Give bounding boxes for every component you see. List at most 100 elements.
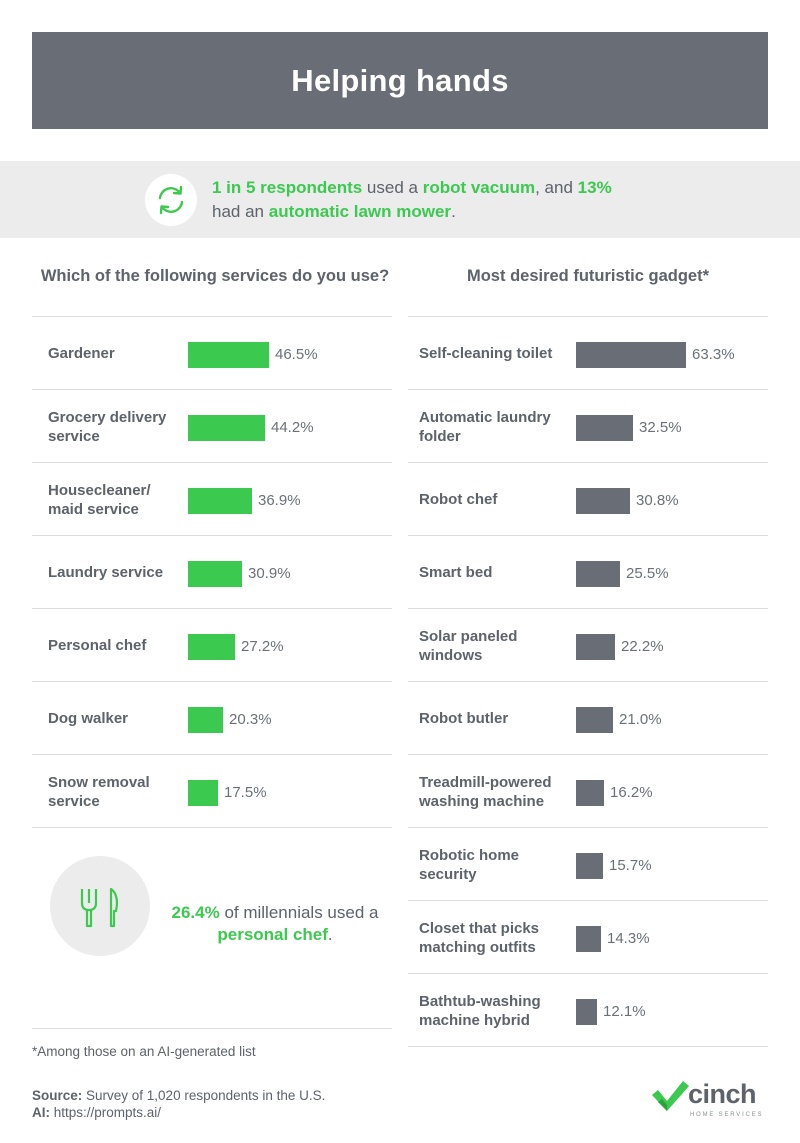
highlight-percent: 13%: [577, 178, 612, 197]
services-row: Dog walker 20.3%: [32, 681, 392, 754]
highlight-text-segment: .: [451, 202, 456, 221]
services-bar: [188, 707, 223, 733]
services-row: Housecleaner/ maid service 36.9%: [32, 462, 392, 535]
millennial-callout: 26.4% of millennials used a personal che…: [170, 902, 380, 946]
gadget-row: Bathtub-washing machine hybrid 12.1%: [408, 973, 768, 1046]
gadget-bar: [576, 634, 615, 660]
services-value-label: 20.3%: [229, 711, 272, 728]
footnote: *Among those on an AI-generated list: [32, 1044, 256, 1059]
source-text: Survey of 1,020 respondents in the U.S.: [82, 1088, 326, 1103]
services-bottom-line: [32, 827, 392, 828]
services-label: Personal chef: [48, 637, 147, 654]
source-note: Source: Survey of 1,020 respondents in t…: [32, 1087, 325, 1121]
gadget-label: Robot chef: [419, 491, 498, 508]
gadget-value-label: 12.1%: [603, 1003, 646, 1020]
services-row: Personal chef 27.2%: [32, 608, 392, 681]
services-label: Snow removal service: [48, 773, 150, 810]
ai-source-text: https://prompts.ai/: [50, 1105, 162, 1120]
refresh-icon: [145, 174, 197, 226]
millennial-text-segment: .: [327, 925, 333, 944]
page-title: Helping hands: [291, 62, 509, 98]
gadget-value-label: 30.8%: [636, 492, 679, 509]
gadget-bar: [576, 853, 603, 879]
services-value-label: 30.9%: [248, 565, 291, 582]
gadget-label: Closet that picks matching outfits: [419, 919, 540, 956]
highlight-respondents: 1 in 5 respondents: [212, 178, 363, 197]
services-value-label: 17.5%: [224, 784, 267, 801]
services-label: Dog walker: [48, 710, 129, 727]
highlight-text-segment: had an: [212, 202, 269, 221]
gadget-row: Solar paneled windows 22.2%: [408, 608, 768, 681]
gadget-row: Robot butler 21.0%: [408, 681, 768, 754]
gadget-value-label: 32.5%: [639, 419, 682, 436]
highlight-robot-vacuum: robot vacuum: [422, 178, 536, 197]
gadget-bar: [576, 780, 604, 806]
services-bar-chart: Gardener 46.5% Grocery delivery service 44.…: [32, 316, 392, 828]
highlight-band: [0, 161, 800, 238]
logo-subtitle: HOME SERVICES: [690, 1112, 764, 1118]
gadget-bar: [576, 342, 686, 368]
divider: [32, 1028, 392, 1029]
services-bar: [188, 561, 242, 587]
services-value-label: 27.2%: [241, 638, 284, 655]
gadget-bottom-line: [408, 1046, 768, 1047]
services-value-label: 44.2%: [271, 419, 314, 436]
gadget-value-label: 22.2%: [621, 638, 664, 655]
services-bar: [188, 488, 252, 514]
gadget-row: Self-cleaning toilet 63.3%: [408, 316, 768, 389]
gadget-label: Self-cleaning toilet: [419, 345, 553, 362]
ai-label: AI:: [32, 1105, 50, 1120]
gadget-bar: [576, 999, 597, 1025]
gadget-bar: [576, 488, 630, 514]
services-bar: [188, 634, 235, 660]
gadget-bar: [576, 561, 620, 587]
gadget-row: Treadmill-powered washing machine 16.2%: [408, 754, 768, 827]
gadget-label: Robotic home security: [419, 846, 519, 883]
checkmark-logo-icon: [652, 1081, 689, 1111]
gadget-label: Robot butler: [419, 710, 509, 727]
gadget-label: Solar paneled windows: [419, 627, 518, 664]
millennial-personal-chef: personal chef: [217, 925, 328, 944]
logo-word: cinch: [688, 1079, 757, 1109]
services-label: Housecleaner/ maid service: [48, 481, 151, 518]
gadget-bar: [576, 707, 613, 733]
millennial-text-segment: of millennials used a: [219, 903, 379, 922]
services-row: Snow removal service 17.5%: [32, 754, 392, 827]
gadget-row: Automatic laundry folder 32.5%: [408, 389, 768, 462]
services-label: Gardener: [48, 345, 115, 362]
gadget-row: Robot chef 30.8%: [408, 462, 768, 535]
highlight-text: 1 in 5 respondents used a robot vacuum, …: [212, 176, 682, 224]
services-row: Grocery delivery service 44.2%: [32, 389, 392, 462]
gadget-label: Treadmill-powered washing machine: [419, 773, 552, 810]
gadget-value-label: 15.7%: [609, 857, 652, 874]
gadget-label: Bathtub-washing machine hybrid: [419, 992, 541, 1029]
gadget-label: Smart bed: [419, 564, 493, 581]
gadget-value-label: 25.5%: [626, 565, 669, 582]
services-value-label: 36.9%: [258, 492, 301, 509]
services-label: Laundry service: [48, 564, 164, 581]
services-bar: [188, 415, 265, 441]
gadget-value-label: 16.2%: [610, 784, 653, 801]
highlight-lawn-mower: automatic lawn mower: [268, 202, 452, 221]
highlight-text-segment: used a: [362, 178, 423, 197]
title-bar: Helping hands: [32, 32, 768, 129]
services-value-label: 46.5%: [275, 346, 318, 363]
gadget-row: Smart bed 25.5%: [408, 535, 768, 608]
gadget-value-label: 63.3%: [692, 346, 735, 363]
services-row: Laundry service 30.9%: [32, 535, 392, 608]
services-label: Grocery delivery service: [48, 408, 167, 445]
gadget-label: Automatic laundry folder: [419, 408, 551, 445]
gadget-value-label: 14.3%: [607, 930, 650, 947]
source-label: Source:: [32, 1088, 83, 1103]
gadget-row: Robotic home security 15.7%: [408, 827, 768, 900]
services-bar: [188, 342, 269, 368]
services-bar: [188, 780, 218, 806]
highlight-text-segment: , and: [535, 178, 578, 197]
gadget-bar: [576, 415, 633, 441]
gadget-row: Closet that picks matching outfits 14.3%: [408, 900, 768, 973]
gadget-bar-chart: Self-cleaning toilet 63.3% Automatic laund…: [408, 316, 768, 1048]
gadget-value-label: 21.0%: [619, 711, 662, 728]
gadget-chart-title: Most desired futuristic gadget*: [466, 267, 710, 285]
fork-knife-icon: [50, 856, 150, 956]
cinch-logo: cinch HOME SERVICES: [650, 1075, 770, 1123]
